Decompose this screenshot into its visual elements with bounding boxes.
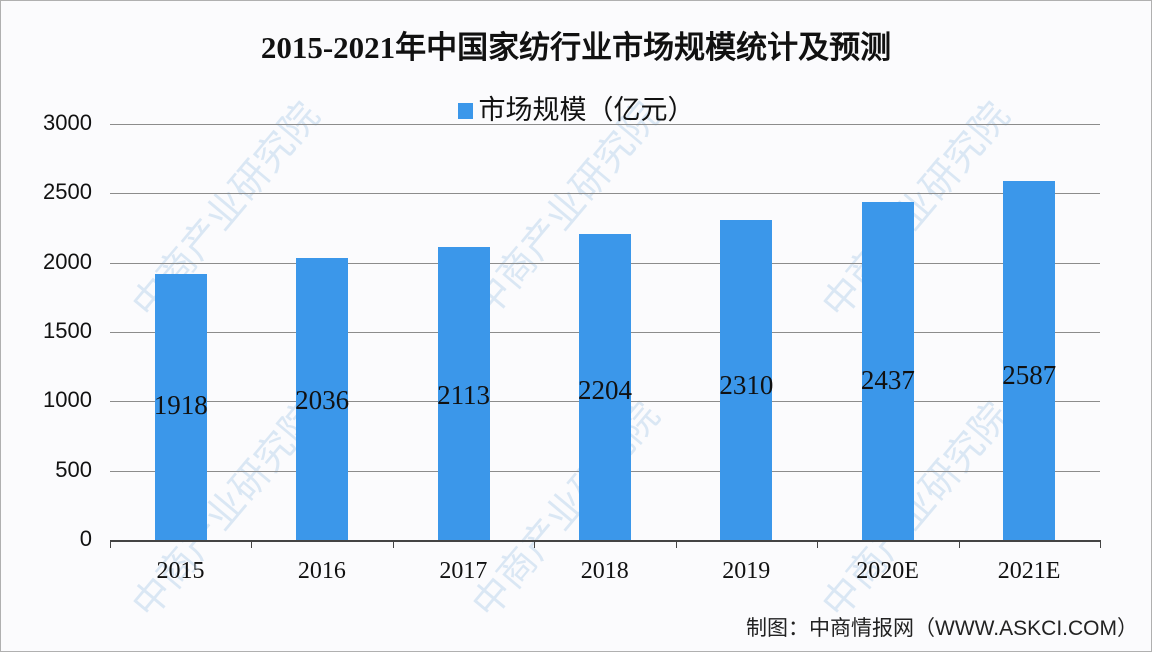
y-tick-label: 500 <box>55 456 92 482</box>
x-tick-label: 2020E <box>856 558 919 584</box>
x-axis-tick <box>675 540 677 548</box>
y-tick-label: 3000 <box>43 110 92 135</box>
bar <box>720 219 773 540</box>
x-tick-label: 2019 <box>722 558 771 584</box>
x-axis-tick <box>1100 540 1101 548</box>
legend-swatch <box>457 103 473 119</box>
y-tick-label: 2000 <box>43 248 92 274</box>
chart-title: 2015-2021年中国家纺行业市场规模统计及预测 <box>260 30 892 65</box>
data-label: 2113 <box>437 380 491 410</box>
bar <box>296 257 349 540</box>
gridline <box>110 124 1100 125</box>
x-axis-tick <box>251 540 253 548</box>
x-axis-tick <box>817 540 819 548</box>
x-tick-label: 2021E <box>997 558 1061 584</box>
data-label: 2036 <box>295 385 350 415</box>
y-tick-label: 1000 <box>43 387 92 413</box>
bar <box>154 274 207 540</box>
x-axis <box>110 540 1100 542</box>
data-label: 2587 <box>1002 360 1057 390</box>
y-tick-label: 1500 <box>43 318 92 343</box>
x-tick-label: 2017 <box>439 558 488 584</box>
legend: 市场规模（亿元） <box>0 88 1152 127</box>
bar <box>437 246 490 540</box>
data-label: 2310 <box>719 370 774 400</box>
x-axis-tick <box>110 540 111 548</box>
legend-label: 市场规模（亿元） <box>478 95 695 125</box>
gridline <box>110 193 1100 195</box>
data-label: 2204 <box>578 375 632 405</box>
x-axis-tick <box>534 540 536 548</box>
data-label: 1918 <box>153 390 208 420</box>
x-tick-label: 2016 <box>297 558 346 584</box>
x-axis-tick <box>392 540 394 548</box>
source-credit: 制图：中商情报网（WWW.ASKCI.COM） <box>746 617 1138 640</box>
data-label: 2437 <box>860 365 915 395</box>
y-tick-label: 2500 <box>43 179 92 205</box>
bar <box>579 234 631 540</box>
x-axis-tick <box>958 540 960 548</box>
bar <box>861 202 914 540</box>
y-tick-label: 0 <box>79 526 92 551</box>
bar <box>1003 181 1056 540</box>
x-tick-label: 2015 <box>156 558 205 584</box>
x-tick-label: 2018 <box>580 558 629 584</box>
